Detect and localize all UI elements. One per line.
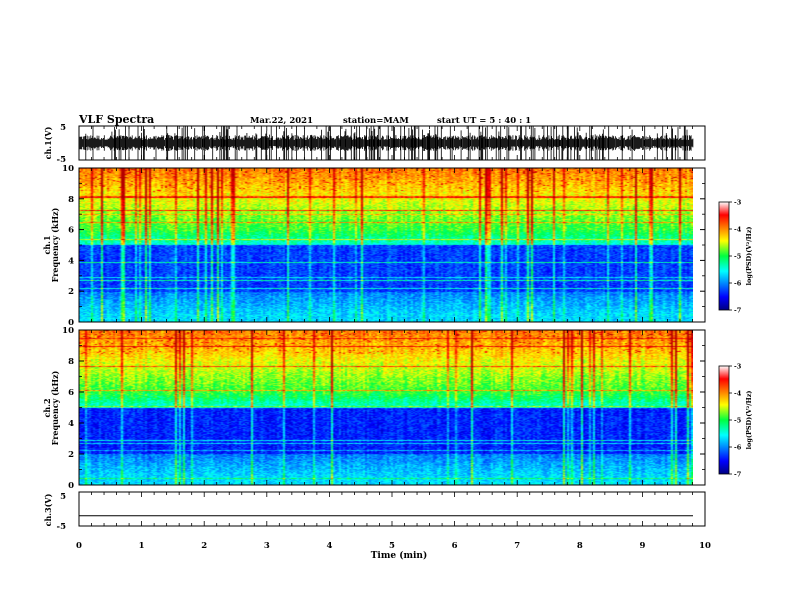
xtick-label: 8	[577, 541, 583, 551]
ch2-colorbar-ticks: -3 -4 -5 -6 -7	[729, 363, 742, 479]
ch1-spectrogram-channel-label: ch.1	[42, 235, 52, 254]
ch1-waveform-panel: 5 -5 ch.1(V)	[43, 123, 706, 165]
xtick-label: 7	[514, 541, 520, 551]
ch1-colorbar-label: log(PSD)(V²/Hz)	[745, 227, 753, 286]
ytick-label: 0	[68, 481, 74, 491]
x-axis-label: Time (min)	[371, 550, 428, 561]
date-label: Mar.22, 2021	[250, 116, 313, 126]
xtick-label: 0	[76, 541, 82, 551]
start-time-label: start UT = 5 : 40 : 1	[437, 116, 531, 126]
ch2-colorbar-label: log(PSD)(V²/Hz)	[745, 391, 753, 450]
colorbar-tick-label: -7	[734, 307, 741, 315]
ch1-ytick-top: 5	[60, 123, 66, 133]
ch1-spectrogram-panel: 0 2 4 6 8 10 ch.1 Frequency (kHz)	[42, 164, 706, 328]
ch1-waveform-ylabel: ch.1(V)	[43, 126, 53, 159]
ytick-label: 10	[62, 326, 74, 336]
ch1-waveform-bursts	[79, 126, 694, 160]
colorbar-tick-label: -3	[734, 199, 742, 207]
colorbar-tick-label: -4	[734, 226, 742, 234]
ytick-label: 2	[68, 287, 74, 297]
colorbar-tick-label: -4	[734, 390, 742, 398]
colorbar-tick-label: -7	[734, 471, 741, 479]
station-label: station=MAM	[343, 116, 409, 126]
ytick-label: 6	[68, 388, 74, 398]
ytick-label: 10	[62, 164, 74, 174]
ch3-waveform-frame	[78, 491, 706, 527]
x-axis-ticks	[78, 126, 706, 526]
colorbar-tick-label: -5	[734, 253, 742, 261]
ch2-spectrogram-image	[79, 330, 693, 485]
ch1-yticks: 0 2 4 6 8 10	[62, 164, 705, 328]
xtick-label: 2	[201, 541, 207, 551]
ytick-label: 4	[68, 419, 74, 429]
ch1-waveform-trace	[79, 126, 694, 160]
xtick-label: 4	[326, 541, 332, 551]
ytick-label: 0	[68, 318, 74, 328]
ytick-label: 8	[68, 195, 74, 205]
ch1-spectrogram-ylabel: Frequency (kHz)	[50, 207, 60, 282]
xtick-label: 9	[639, 541, 645, 551]
colorbar-tick-label: -5	[734, 417, 742, 425]
ch2-colorbar: -3 -4 -5 -6 -7 log(PSD)(V²/Hz)	[718, 363, 753, 479]
ch1-colorbar: -3 -4 -5 -6 -7 log(PSD)(V²/Hz)	[718, 199, 753, 315]
figure-title: VLF Spectra	[78, 113, 154, 126]
ch2-colorbar-gradient	[719, 366, 729, 474]
ch1-spectrogram-image	[79, 168, 693, 322]
xtick-label: 1	[139, 541, 145, 551]
xtick-label: 5	[389, 541, 395, 551]
ch2-spectrogram-panel: 0 2 4 6 8 10 ch.2 Frequency (kHz)	[42, 326, 706, 491]
ch1-colorbar-gradient	[719, 202, 729, 310]
ch3-waveform-panel: 5 -5 ch.3(V)	[43, 491, 706, 532]
xtick-label: 10	[699, 541, 711, 551]
xtick-label: 6	[452, 541, 458, 551]
ytick-label: 2	[68, 450, 74, 460]
ytick-label: 8	[68, 357, 74, 367]
ch2-spectrogram-channel-label: ch.2	[42, 398, 52, 417]
colorbar-tick-label: -6	[734, 444, 742, 452]
x-axis-tick-labels: 0 1 2 3 4 5 6 7 8 9 10	[76, 541, 711, 551]
colorbar-tick-label: -3	[734, 363, 742, 371]
ch2-yticks: 0 2 4 6 8 10	[62, 326, 705, 491]
ytick-label: 6	[68, 226, 74, 236]
xtick-label: 3	[264, 541, 270, 551]
ch2-spectrogram-ylabel: Frequency (kHz)	[50, 370, 60, 445]
colorbar-tick-label: -6	[734, 280, 742, 288]
ch3-ytick-top: 5	[60, 492, 66, 502]
ch1-colorbar-ticks: -3 -4 -5 -6 -7	[729, 199, 742, 315]
ytick-label: 4	[68, 256, 74, 266]
ch1-ytick-bottom: -5	[57, 155, 67, 165]
ch3-waveform-ylabel: ch.3(V)	[43, 493, 53, 526]
ch3-ytick-bottom: -5	[57, 522, 67, 532]
